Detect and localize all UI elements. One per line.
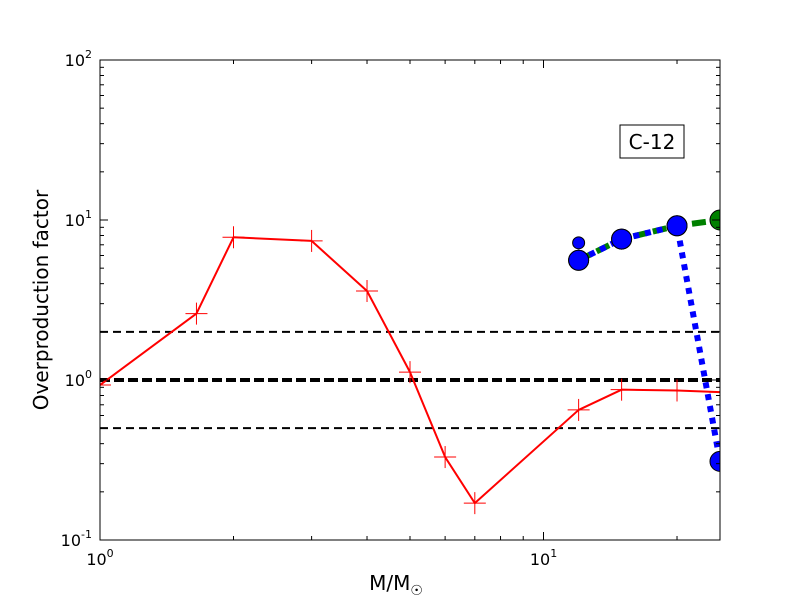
marker-2-0: [568, 249, 590, 271]
marker-0-4: [356, 279, 379, 302]
x-axis-label-subscript: ☉: [410, 583, 423, 599]
x-axis-label: M/M☉: [369, 571, 423, 599]
marker-0-11: [709, 381, 720, 404]
x-tick-label: 101: [530, 547, 557, 569]
marker-0-3: [300, 229, 323, 252]
marker-0-1: [185, 302, 208, 325]
y-tick-label: 101: [65, 208, 92, 230]
annotation-frame: [619, 124, 685, 159]
marker-0-8: [567, 398, 590, 421]
annotation-box: C-12: [619, 124, 685, 159]
y-tick-label: 102: [65, 48, 92, 70]
marker-2-2: [666, 215, 688, 237]
x-axis-label-main: M/M: [369, 571, 410, 595]
axis-ticks: [99, 59, 720, 541]
annotation-label: C-12: [629, 130, 676, 154]
marker-0-2: [222, 226, 245, 249]
x-tick-label: 100: [86, 547, 113, 569]
marker-3-0: [572, 236, 586, 250]
marker-0-6: [434, 446, 457, 469]
marker-2-1: [611, 228, 633, 250]
y-tick-label: 100: [65, 368, 92, 390]
series-markers: [100, 209, 720, 515]
y-tick-label: 10-1: [61, 528, 92, 550]
marker-2-3: [709, 450, 720, 472]
marker-0-5: [399, 361, 421, 384]
marker-0-9: [610, 378, 633, 401]
y-axis-label: Overproduction factor: [29, 189, 53, 410]
marker-0-7: [463, 492, 486, 515]
series-line-2: [577, 222, 720, 462]
marker-0-0: [100, 374, 111, 397]
marker-0-10: [666, 379, 689, 402]
series-line-1: [577, 217, 720, 263]
